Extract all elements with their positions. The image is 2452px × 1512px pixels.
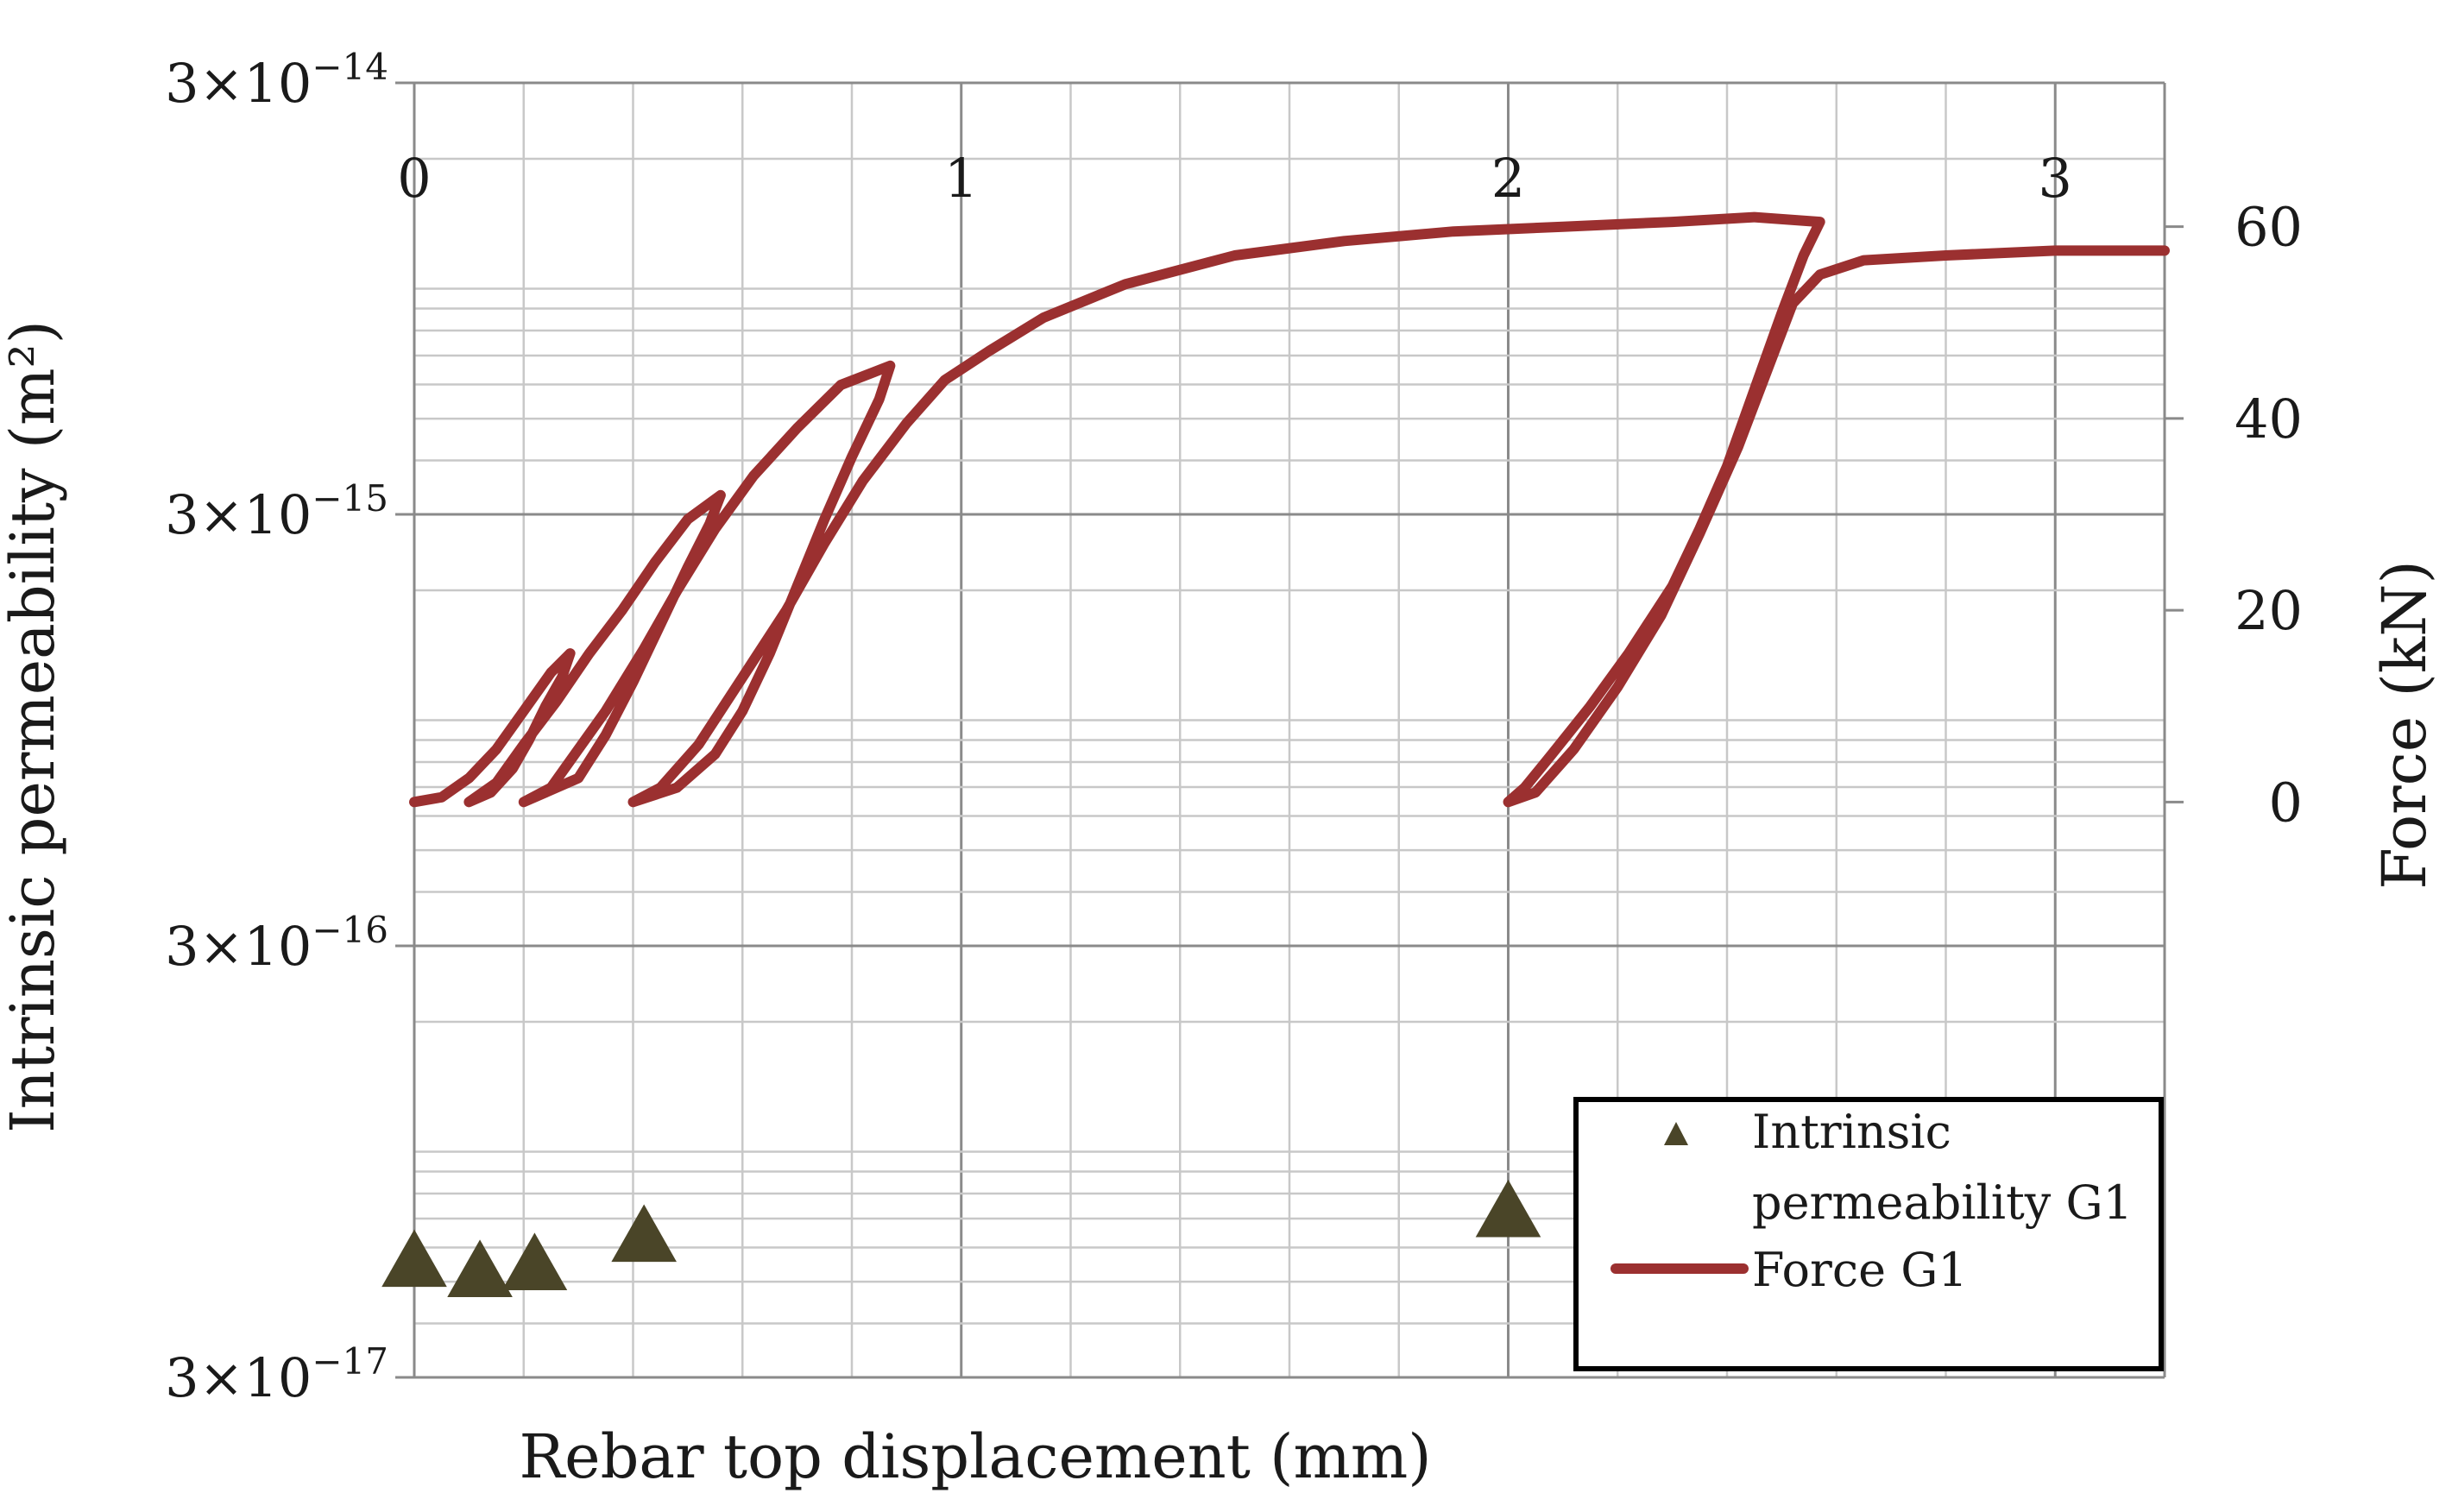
y-right-tick-label: 0 — [2269, 771, 2303, 834]
x-axis-ticks: 0 1 2 3 — [397, 147, 2072, 210]
y-right-tick-label: 20 — [2235, 579, 2303, 642]
y-right-tick-label: 60 — [2235, 196, 2303, 259]
y-right-axis-ticks: 0 20 40 60 — [2165, 196, 2303, 834]
y-left-axis-title: Intrinsic permeability (m²) — [0, 320, 68, 1133]
permeability-point — [1475, 1179, 1541, 1238]
legend-label-force: Force G1 — [1752, 1243, 1968, 1297]
y-left-tick-label: 3×10−15 — [165, 477, 388, 546]
series-force-g1 — [409, 211, 2170, 808]
legend: Intrinsic permeability G1 Force G1 — [1573, 1097, 2164, 1371]
force-g1-line — [409, 211, 2170, 808]
y-right-tick-label: 40 — [2235, 387, 2303, 450]
series-intrinsic-permeability-g1 — [381, 1179, 1541, 1298]
y-left-tick-label: 3×10−17 — [165, 1340, 388, 1409]
legend-label-permeability-line2: permeability G1 — [1752, 1175, 2133, 1230]
y-left-tick-label: 3×10−14 — [165, 46, 388, 115]
legend-label-permeability-line1: Intrinsic — [1752, 1105, 1951, 1159]
legend-marker-triangle — [1664, 1122, 1688, 1145]
y-right-axis-title: Force (kN) — [2369, 560, 2440, 890]
x-tick-label: 0 — [397, 147, 431, 210]
y-left-axis-ticks: 3×10−14 3×10−15 3×10−16 3×10−17 — [165, 46, 414, 1409]
y-left-tick-label: 3×10−16 — [165, 909, 388, 978]
permeability-point — [447, 1239, 513, 1298]
x-tick-label: 2 — [1491, 147, 1525, 210]
permeability-point — [381, 1229, 447, 1288]
x-tick-label: 3 — [2039, 147, 2072, 210]
x-tick-label: 1 — [944, 147, 978, 210]
x-axis-title: Rebar top displacement (mm) — [519, 1421, 1431, 1492]
plot-frame — [413, 81, 2166, 1379]
permeability-point — [611, 1204, 677, 1263]
permeability-point — [501, 1232, 568, 1290]
